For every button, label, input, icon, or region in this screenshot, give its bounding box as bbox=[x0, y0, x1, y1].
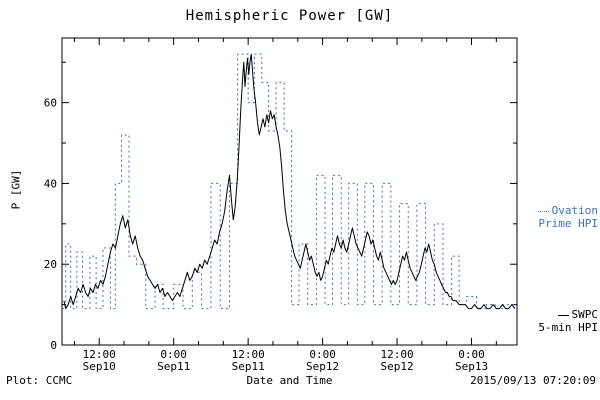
x-tick-label-date: Sep11 bbox=[157, 360, 190, 373]
x-tick-label-date: Sep13 bbox=[455, 360, 488, 373]
legend-ovation: Ovation Prime HPI bbox=[512, 204, 598, 230]
x-tick-label-date: Sep10 bbox=[83, 360, 116, 373]
plot-frame bbox=[61, 37, 518, 346]
plot-source-label: Plot: CCMC bbox=[6, 374, 73, 387]
y-tick-label: 40 bbox=[44, 177, 57, 190]
x-tick-label-date: Sep11 bbox=[232, 360, 265, 373]
y-tick-label: 20 bbox=[44, 258, 57, 271]
legend-swpc: SWPC 5-min HPI bbox=[512, 308, 598, 334]
chart-title: Hemispheric Power [GW] bbox=[185, 8, 394, 24]
legend-ovation-label-line1: Ovation bbox=[551, 204, 598, 217]
plot-timestamp: 2015/09/13 07:20:09 bbox=[470, 374, 596, 387]
legend-swpc-label-line2: 5-min HPI bbox=[538, 321, 598, 334]
swpc-line-sample-icon bbox=[557, 314, 569, 316]
x-tick-label-date: Sep12 bbox=[380, 360, 413, 373]
x-tick-label-time: 0:00 bbox=[309, 348, 336, 361]
x-tick-label-time: 0:00 bbox=[160, 348, 187, 361]
x-tick-label-time: 12:00 bbox=[380, 348, 413, 361]
y-tick-label: 0 bbox=[50, 339, 57, 352]
ovation-line-sample-icon bbox=[537, 210, 549, 212]
y-axis-label: P [GW] bbox=[9, 169, 23, 210]
x-axis-label: Date and Time bbox=[246, 374, 333, 387]
ovation-series-line bbox=[62, 53, 517, 310]
x-tick-label-date: Sep12 bbox=[306, 360, 339, 373]
y-tick-label: 60 bbox=[44, 97, 57, 110]
x-tick-label-time: 0:00 bbox=[458, 348, 485, 361]
legend-ovation-label-line2: Prime HPI bbox=[538, 217, 598, 230]
x-tick-label-time: 12:00 bbox=[83, 348, 116, 361]
legend-swpc-label-line1: SWPC bbox=[571, 308, 599, 321]
x-tick-label-time: 12:00 bbox=[232, 348, 265, 361]
swpc-series-line bbox=[63, 53, 516, 310]
